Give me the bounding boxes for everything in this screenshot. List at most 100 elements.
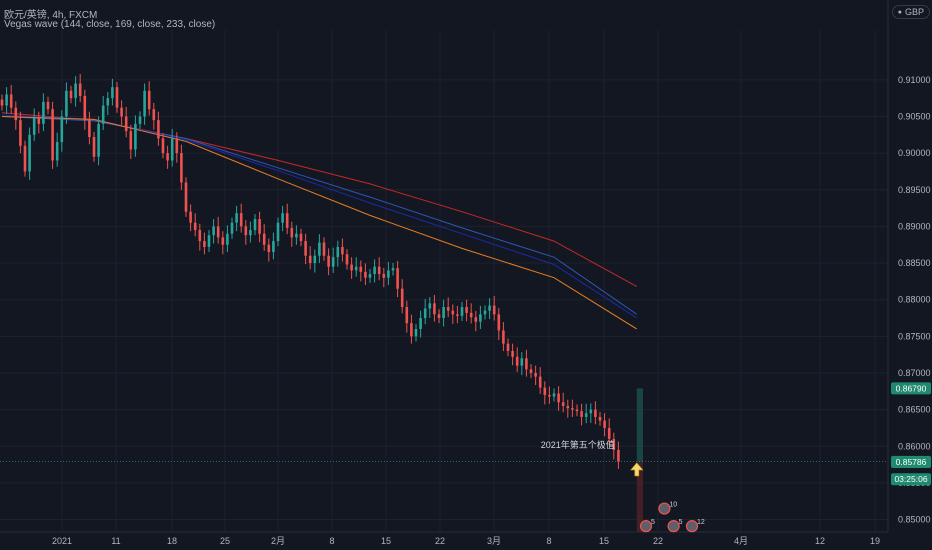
x-tick-label: 2021 xyxy=(52,536,72,546)
candle-body xyxy=(143,90,146,117)
candle-body xyxy=(134,123,137,150)
x-tick-label: 4月 xyxy=(734,536,748,546)
candle-body xyxy=(561,402,565,406)
candle-body xyxy=(433,303,436,315)
candle-body xyxy=(249,230,252,236)
candle-body xyxy=(423,308,427,319)
candle-body xyxy=(120,107,123,117)
candle-body xyxy=(594,409,597,417)
candle-body xyxy=(584,413,588,417)
candle-body xyxy=(387,270,390,278)
candle-body xyxy=(308,255,312,264)
candle-body xyxy=(331,257,335,267)
candle-body xyxy=(322,242,326,256)
x-tick-label: 8 xyxy=(546,536,551,546)
candle-body xyxy=(175,138,179,154)
candle-body xyxy=(428,303,432,309)
candle-body xyxy=(9,94,13,108)
candle-body xyxy=(479,314,482,322)
y-tick-label: 0.86500 xyxy=(898,405,931,415)
candle-body xyxy=(525,358,528,370)
candle-body xyxy=(97,123,100,157)
chart-title: 欧元/英镑, 4h, FXCM xyxy=(4,10,98,21)
candle-body xyxy=(460,307,464,316)
candle-body xyxy=(488,305,491,311)
candle-body xyxy=(405,307,409,324)
candle-body xyxy=(566,405,570,409)
candle-body xyxy=(318,242,321,256)
candle-body xyxy=(203,241,206,247)
candle-body xyxy=(106,98,110,106)
candle-body xyxy=(180,153,183,183)
candle-body xyxy=(184,182,188,212)
candle-body xyxy=(290,227,294,238)
x-tick-label: 15 xyxy=(381,536,391,546)
candle-body xyxy=(37,117,41,124)
event-marker-label: 10 xyxy=(669,502,677,509)
event-marker-icon xyxy=(685,520,699,533)
candle-body xyxy=(88,120,91,137)
candle-body xyxy=(170,138,174,161)
event-marker-label: 5 xyxy=(651,519,655,526)
currency-button[interactable]: ● GBP xyxy=(891,5,930,19)
y-tick-label: 0.86000 xyxy=(898,441,931,451)
candle-body xyxy=(350,264,353,271)
x-tick-label: 8 xyxy=(329,536,334,546)
candle-body xyxy=(92,136,96,157)
candle-body xyxy=(0,99,4,106)
candle-body xyxy=(483,310,487,315)
candle-body xyxy=(529,369,533,373)
candle-body xyxy=(115,87,119,108)
candle-body xyxy=(304,241,307,256)
candle-body xyxy=(32,117,36,135)
candle-body xyxy=(253,219,257,231)
candle-body xyxy=(345,254,349,265)
price-badge-label: 0.86790 xyxy=(896,383,927,393)
x-tick-label: 3月 xyxy=(487,536,501,546)
candle-body xyxy=(221,237,225,245)
x-tick-label: 12 xyxy=(815,536,825,546)
candle-body xyxy=(373,266,376,275)
candle-body xyxy=(193,222,197,231)
candle-body xyxy=(138,116,142,124)
candle-body xyxy=(497,314,501,331)
candle-body xyxy=(465,307,468,313)
ema-line-ema_orange xyxy=(1,116,638,330)
candle-body xyxy=(189,211,192,223)
candle-body xyxy=(442,307,445,319)
candle-body xyxy=(506,343,510,351)
x-tick-label: 18 xyxy=(167,536,177,546)
candle-body xyxy=(607,427,611,439)
candle-body xyxy=(341,246,344,255)
candle-body xyxy=(538,376,542,388)
y-tick-label: 0.90000 xyxy=(898,148,931,158)
candle-body xyxy=(157,120,160,139)
candle-body xyxy=(262,233,266,245)
candle-body xyxy=(5,94,8,106)
candle-body xyxy=(216,226,220,238)
x-tick-label: 19 xyxy=(870,536,880,546)
candle-body xyxy=(258,219,261,234)
loss-zone xyxy=(636,461,643,532)
candle-body xyxy=(55,142,59,161)
candle-body xyxy=(46,101,50,110)
candle-body xyxy=(83,95,87,121)
annotation-text: 2021年第五个极值 xyxy=(541,439,615,450)
candle-body xyxy=(299,233,303,242)
circle-icon: ● xyxy=(897,9,902,16)
candle-body xyxy=(19,120,22,146)
candle-body xyxy=(74,83,77,99)
candle-body xyxy=(382,274,386,278)
price-badge xyxy=(891,473,931,486)
y-tick-label: 0.85000 xyxy=(898,515,931,525)
candle-body xyxy=(456,314,459,316)
candle-body xyxy=(295,233,298,238)
candle-body xyxy=(364,271,367,278)
candle-body xyxy=(511,350,514,357)
candle-body xyxy=(598,416,602,421)
y-tick-label: 0.89000 xyxy=(898,221,931,231)
candle-body xyxy=(207,235,211,247)
candle-body xyxy=(69,90,73,99)
candle-body xyxy=(502,330,505,344)
